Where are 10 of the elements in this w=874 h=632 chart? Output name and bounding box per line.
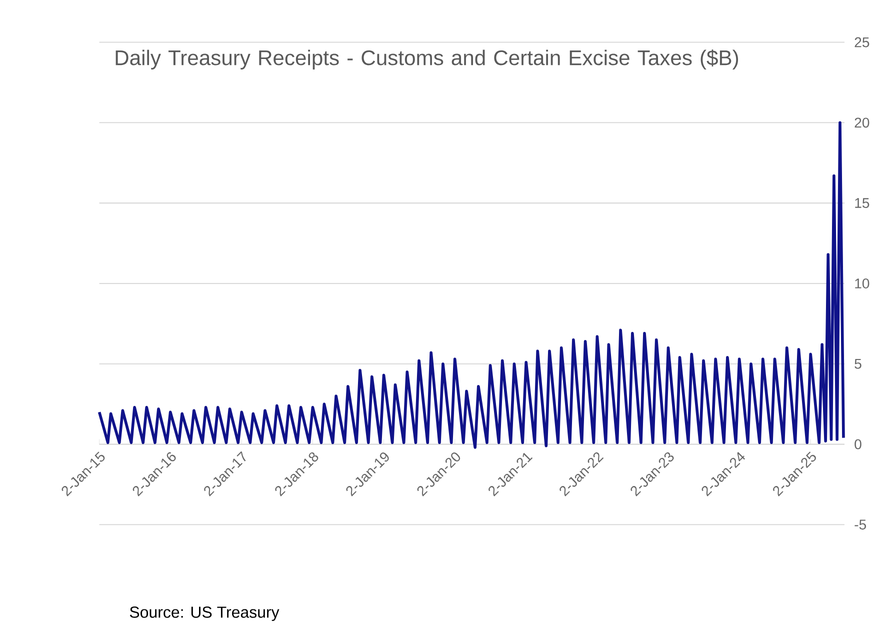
source-note: Source: US Treasury (130, 606, 280, 621)
chart-title: Daily Treasury Receipts - Customs and Certain Excise Taxes ($B) (116, 49, 738, 70)
y-tick-label: 10 (855, 278, 870, 288)
y-tick-label: 20 (854, 118, 870, 128)
y-tick-label: 5 (854, 358, 862, 369)
y-tick-label: 25 (854, 37, 870, 48)
y-tick-label: 15 (855, 198, 870, 208)
y-tick-label: -5 (854, 520, 866, 530)
y-tick-label: 0 (854, 439, 862, 450)
line-series (98, 121, 845, 449)
